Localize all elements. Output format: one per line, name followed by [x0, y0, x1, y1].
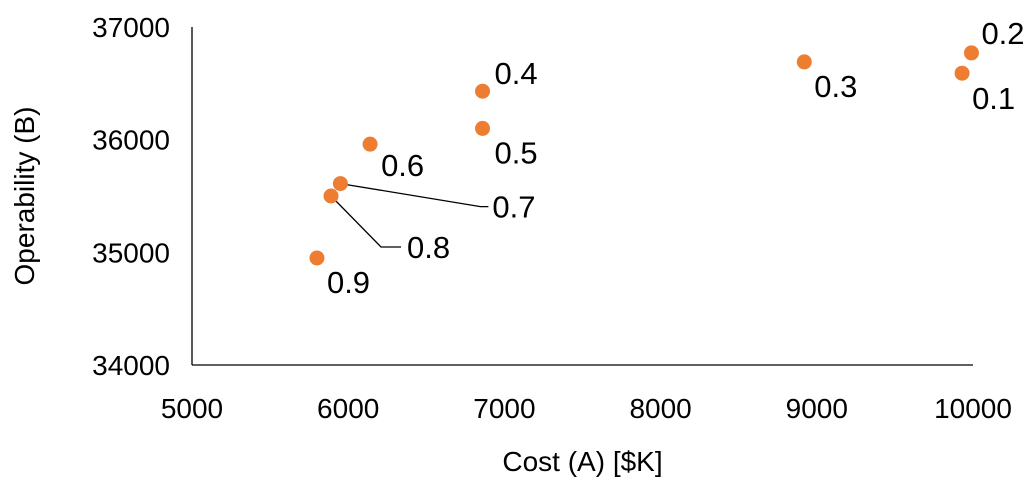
data-points: [309, 45, 979, 266]
data-labels: 0.1 0.2 0.3 0.4 0.5 0.6 0.7 0.8 0.9: [327, 16, 1025, 300]
data-label: 0.2: [981, 16, 1024, 51]
x-tick-labels: 5000 6000 7000 8000 9000 10000: [161, 393, 1012, 424]
x-tick-label: 8000: [629, 393, 691, 424]
data-point: [323, 188, 339, 204]
axes: [191, 27, 973, 366]
y-tick-label: 35000: [92, 237, 170, 268]
x-tick-label: 6000: [317, 393, 379, 424]
data-label: 0.7: [492, 190, 535, 225]
y-tick-label: 34000: [92, 350, 170, 381]
leader-lines: [330, 182, 489, 248]
leader-line: [340, 182, 489, 208]
data-label: 0.3: [814, 69, 857, 104]
data-point: [475, 83, 491, 99]
data-point: [475, 120, 491, 136]
y-tick-label: 37000: [92, 12, 170, 43]
data-label: 0.8: [407, 230, 450, 265]
leader-line: [330, 195, 402, 248]
data-label: 0.6: [381, 148, 424, 183]
data-point: [309, 250, 325, 266]
x-tick-label: 10000: [934, 393, 1012, 424]
x-tick-label: 7000: [473, 393, 535, 424]
y-tick-label: 36000: [92, 125, 170, 156]
data-label: 0.9: [327, 265, 370, 300]
x-tick-label: 9000: [786, 393, 848, 424]
data-point: [954, 65, 970, 81]
x-tick-label: 5000: [161, 393, 223, 424]
data-label: 0.5: [495, 135, 538, 170]
data-point: [963, 45, 979, 61]
data-point: [332, 176, 348, 192]
data-point: [796, 54, 812, 70]
x-axis-title: Cost (A) [$K]: [502, 446, 662, 477]
data-label: 0.1: [972, 81, 1015, 116]
data-point: [362, 136, 378, 152]
y-axis-title: Operability (B): [9, 107, 40, 286]
y-tick-labels: 34000 35000 36000 37000: [92, 12, 170, 381]
data-label: 0.4: [495, 56, 538, 91]
